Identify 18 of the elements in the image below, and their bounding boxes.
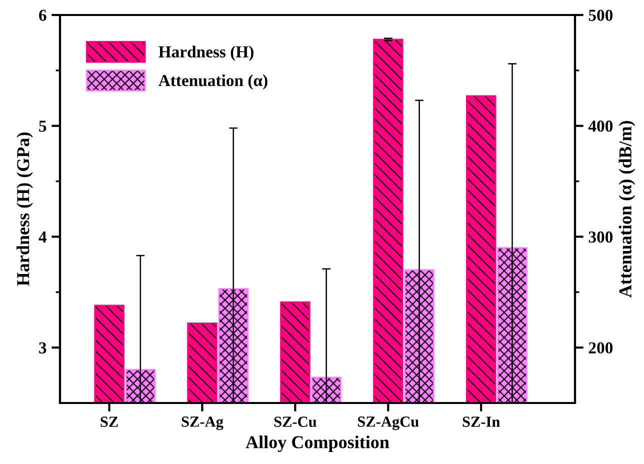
x-tick-label: SZ [100, 416, 118, 427]
x-tick-label: SZ-Cu [274, 416, 316, 427]
y2-tick-label: 400 [588, 120, 613, 132]
y-axis-title: Hardness (H) (GPa) [16, 132, 33, 286]
y-tick-label: 5 [39, 120, 46, 132]
x-tick-label: SZ-In [462, 416, 500, 427]
x-tick-label: SZ-Ag [182, 416, 224, 430]
y-tick-label: 6 [39, 10, 46, 21]
legend-label: Attenuation (α) [158, 74, 268, 90]
legend-label: Hardness (H) [158, 46, 254, 61]
y-tick-label: 4 [38, 232, 46, 242]
y2-tick-label: 500 [588, 10, 613, 21]
x-tick-label: SZ-AgCu [358, 416, 419, 430]
y2-axis-title: Attenuation (α) (dB/m) [618, 120, 636, 298]
x-axis-title: Alloy Composition [246, 436, 390, 452]
y2-tick-label: 200 [588, 342, 613, 354]
y2-tick-label: 300 [588, 231, 613, 243]
y-tick-label: 3 [39, 342, 46, 354]
